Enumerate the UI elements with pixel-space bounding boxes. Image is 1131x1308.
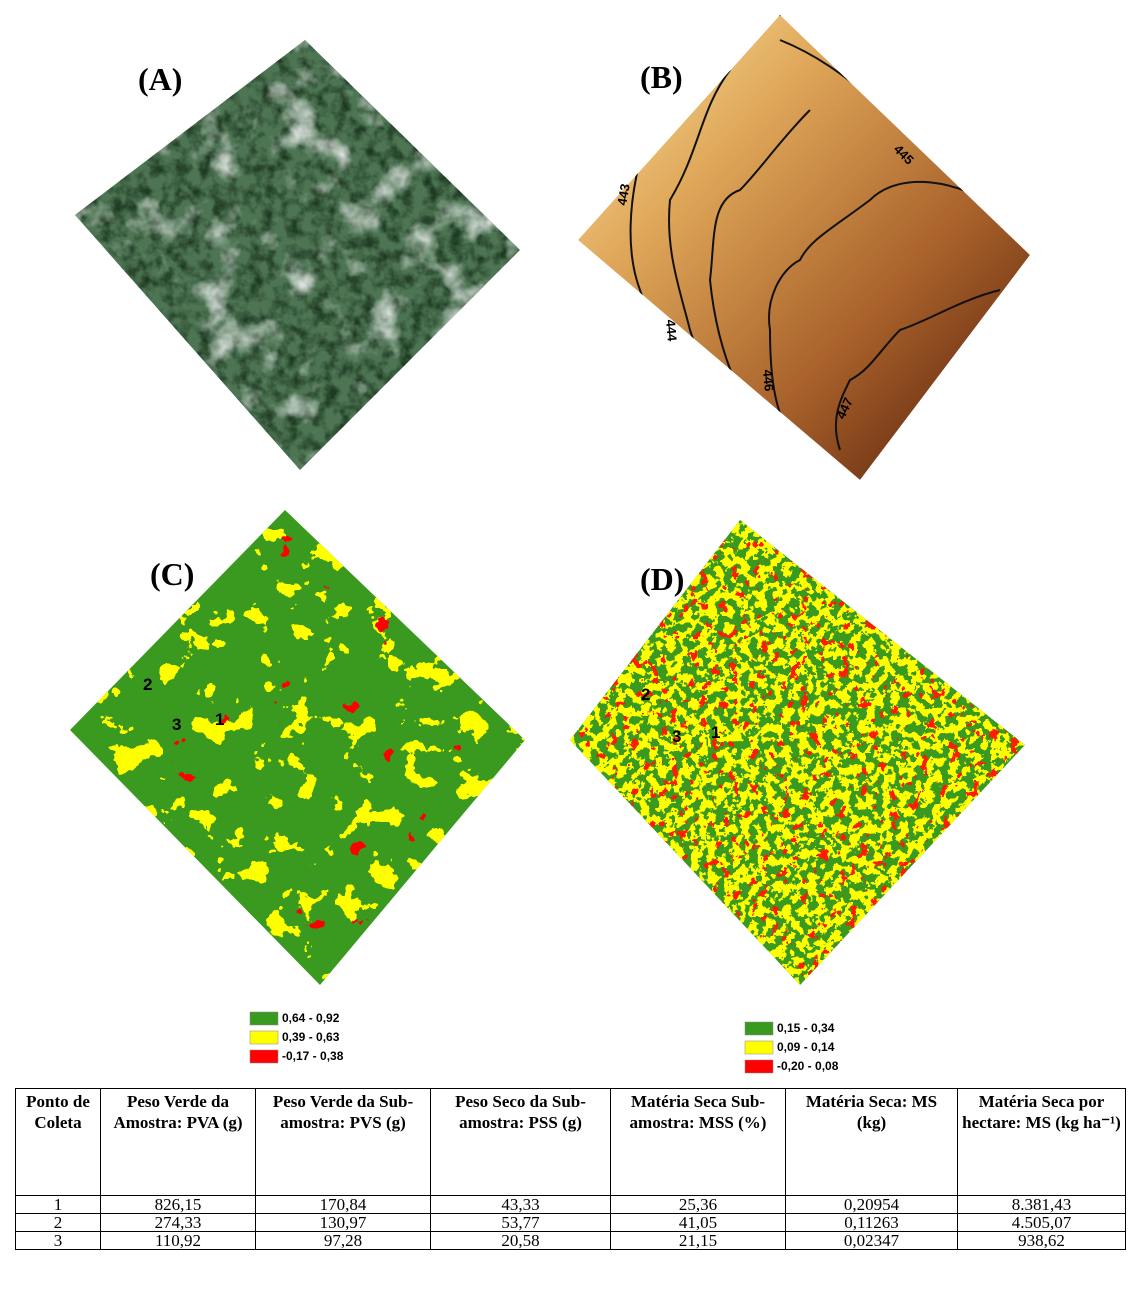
table-cell: 0,11263 (786, 1214, 958, 1232)
table-cell: 130,97 (256, 1214, 431, 1232)
table-cell: 170,84 (256, 1196, 431, 1214)
point-label: 1 (711, 723, 720, 742)
legend: 0,15 - 0,34 0,09 - 0,14 -0,20 - 0,08 (745, 1021, 839, 1073)
panel-label: (B) (640, 59, 683, 95)
header-cell: Ponto de Coleta (16, 1089, 101, 1196)
legend-swatch (745, 1022, 773, 1035)
table-cell: 41,05 (611, 1214, 786, 1232)
legend-label: -0,17 - 0,38 (282, 1049, 344, 1063)
legend-swatch (250, 1050, 278, 1063)
map-c (70, 510, 525, 985)
table-cell: 826,15 (101, 1196, 256, 1214)
point-label: 1 (215, 710, 224, 729)
point-label: 3 (172, 715, 181, 734)
table-cell: 53,77 (431, 1214, 611, 1232)
table-cell: 20,58 (431, 1232, 611, 1250)
legend-label: -0,20 - 0,08 (777, 1059, 839, 1073)
table-cell: 2 (16, 1214, 101, 1232)
table-cell: 97,28 (256, 1232, 431, 1250)
point-label: 3 (672, 727, 681, 746)
point-label: 2 (641, 685, 650, 704)
legend-label: 0,15 - 0,34 (777, 1021, 835, 1035)
contour-label: 444 (663, 319, 680, 343)
panel-label: (C) (150, 556, 194, 592)
header-cell: Matéria Seca: MS (kg) (786, 1089, 958, 1196)
legend-swatch (250, 1012, 278, 1025)
legend-swatch (745, 1060, 773, 1073)
legend: 0,64 - 0,92 0,39 - 0,63 -0,17 - 0,38 (250, 1011, 344, 1063)
table-cell: 0,20954 (786, 1196, 958, 1214)
contour-label: 446 (760, 369, 777, 392)
table-cell: 21,15 (611, 1232, 786, 1250)
header-cell: Peso Verde da Amostra: PVA (g) (101, 1089, 256, 1196)
table-cell: 0,02347 (786, 1232, 958, 1250)
maps: (A) (B) 443 444 445 446 447 (C) 1 2 3 (D… (0, 0, 1131, 1088)
table-cell: 4.505,07 (958, 1214, 1126, 1232)
table-cell: 274,33 (101, 1214, 256, 1232)
map-d (570, 520, 1025, 985)
header-cell: Matéria Seca por hectare: MS (kg ha⁻¹) (958, 1089, 1126, 1196)
map-a (75, 40, 520, 470)
point-label: 2 (143, 675, 152, 694)
legend-label: 0,39 - 0,63 (282, 1030, 340, 1044)
table-cell: 110,92 (101, 1232, 256, 1250)
table-cell: 3 (16, 1232, 101, 1250)
page: (A) (B) 443 444 445 446 447 (C) 1 2 3 (D… (0, 0, 1131, 1308)
legend-swatch (250, 1031, 278, 1044)
header-cell: Peso Verde da Sub-amostra: PVS (g) (256, 1089, 431, 1196)
legend-label: 0,09 - 0,14 (777, 1040, 835, 1054)
panel-label: (D) (640, 561, 684, 597)
table-cell: 8.381,43 (958, 1196, 1126, 1214)
table-cell: 938,62 (958, 1232, 1126, 1250)
header-cell: Peso Seco da Sub-amostra: PSS (g) (431, 1089, 611, 1196)
legend-label: 0,64 - 0,92 (282, 1011, 340, 1025)
legend-swatch (745, 1041, 773, 1054)
panel-label: (A) (138, 61, 182, 97)
table-cell: 25,36 (611, 1196, 786, 1214)
table-cell: 1 (16, 1196, 101, 1214)
table-cell: 43,33 (431, 1196, 611, 1214)
header-cell: Matéria Seca Sub-amostra: MSS (%) (611, 1089, 786, 1196)
